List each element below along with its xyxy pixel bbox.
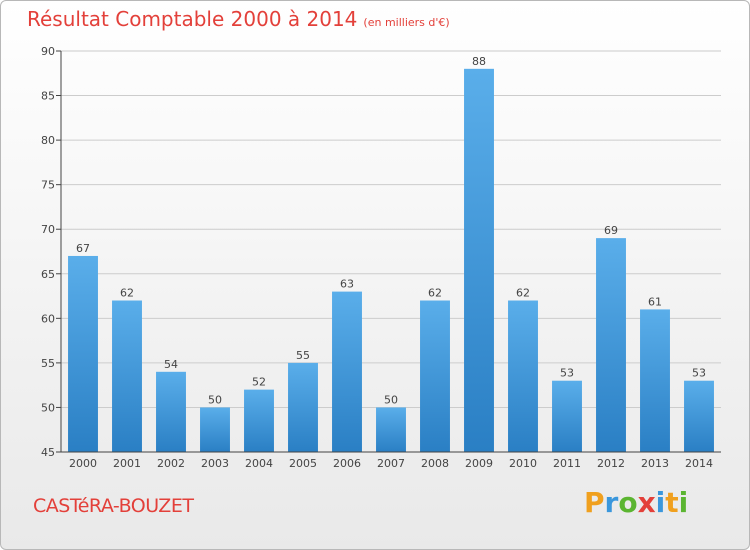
- chart-title: Résultat Comptable 2000 à 2014 (en millie…: [27, 7, 450, 31]
- data-label-2012: 69: [604, 224, 618, 237]
- x-tick-label-2010: 2010: [509, 457, 537, 470]
- data-label-2001: 62: [120, 287, 134, 300]
- x-tick-label-2005: 2005: [289, 457, 317, 470]
- x-tick-label-2008: 2008: [421, 457, 449, 470]
- y-tick-label: 70: [41, 223, 55, 236]
- data-label-2013: 61: [648, 295, 662, 308]
- bar-2014: [684, 380, 714, 452]
- data-label-2009: 88: [472, 55, 486, 68]
- x-tick-label-2007: 2007: [377, 457, 405, 470]
- x-tick-label-2001: 2001: [113, 457, 141, 470]
- logo-letter: t: [665, 486, 679, 519]
- logo-letter: o: [618, 486, 638, 519]
- data-label-2004: 52: [252, 376, 266, 389]
- logo-letter: r: [604, 486, 619, 519]
- bar-2006: [332, 291, 362, 452]
- logo-letter: i: [655, 486, 666, 519]
- x-tick-label-2014: 2014: [685, 457, 713, 470]
- data-label-2000: 67: [76, 242, 90, 255]
- x-tick-label-2003: 2003: [201, 457, 229, 470]
- data-label-2002: 54: [164, 358, 178, 371]
- proxiti-logo: Proxiti: [584, 486, 688, 519]
- bar-2001: [112, 300, 142, 452]
- bar-2004: [244, 389, 274, 452]
- bar-2011: [552, 380, 582, 452]
- chart-subtitle: (en milliers d'€): [363, 16, 450, 29]
- x-tick-label-2000: 2000: [69, 457, 97, 470]
- labels: 45 50 55 60 65 70 75 80 85 90 67 2000 62 2001 54 2002 50…: [41, 45, 713, 470]
- data-label-2011: 53: [560, 367, 574, 380]
- y-tick-label: 50: [41, 401, 55, 414]
- y-tick-label: 90: [41, 45, 55, 58]
- commune-name: CASTéRA-BOUZET: [33, 495, 194, 517]
- bar-2008: [420, 300, 450, 452]
- bar-2012: [596, 238, 626, 452]
- y-tick-label: 80: [41, 134, 55, 147]
- bar-2003: [200, 407, 230, 452]
- y-tick-label: 75: [41, 179, 55, 192]
- logo-letter: P: [584, 486, 605, 519]
- data-label-2003: 50: [208, 393, 222, 406]
- bar-2005: [288, 362, 318, 452]
- data-label-2010: 62: [516, 287, 530, 300]
- y-tick-label: 60: [41, 312, 55, 325]
- x-tick-label-2006: 2006: [333, 457, 361, 470]
- y-tick-label: 85: [41, 90, 55, 103]
- y-tick-label: 45: [41, 446, 55, 459]
- data-label-2007: 50: [384, 393, 398, 406]
- bar-2007: [376, 407, 406, 452]
- x-tick-label-2002: 2002: [157, 457, 185, 470]
- x-tick-label-2012: 2012: [597, 457, 625, 470]
- y-tick-label: 55: [41, 357, 55, 370]
- x-tick-label-2004: 2004: [245, 457, 273, 470]
- data-label-2008: 62: [428, 287, 442, 300]
- chart-title-text: Résultat Comptable 2000 à 2014: [27, 7, 358, 31]
- x-tick-label-2011: 2011: [553, 457, 581, 470]
- bar-2002: [156, 371, 186, 452]
- logo-letter: i: [678, 486, 689, 519]
- data-label-2006: 63: [340, 278, 354, 291]
- bar-2013: [640, 309, 670, 452]
- logo-letter: x: [637, 486, 656, 519]
- bar-2000: [68, 255, 98, 452]
- data-label-2005: 55: [296, 349, 310, 362]
- y-tick-label: 65: [41, 268, 55, 281]
- bar-2009: [464, 68, 494, 453]
- axes: [56, 50, 721, 453]
- x-tick-label-2009: 2009: [465, 457, 493, 470]
- bars: [68, 68, 714, 453]
- x-tick-label-2013: 2013: [641, 457, 669, 470]
- bar-2010: [508, 300, 538, 452]
- data-label-2014: 53: [692, 367, 706, 380]
